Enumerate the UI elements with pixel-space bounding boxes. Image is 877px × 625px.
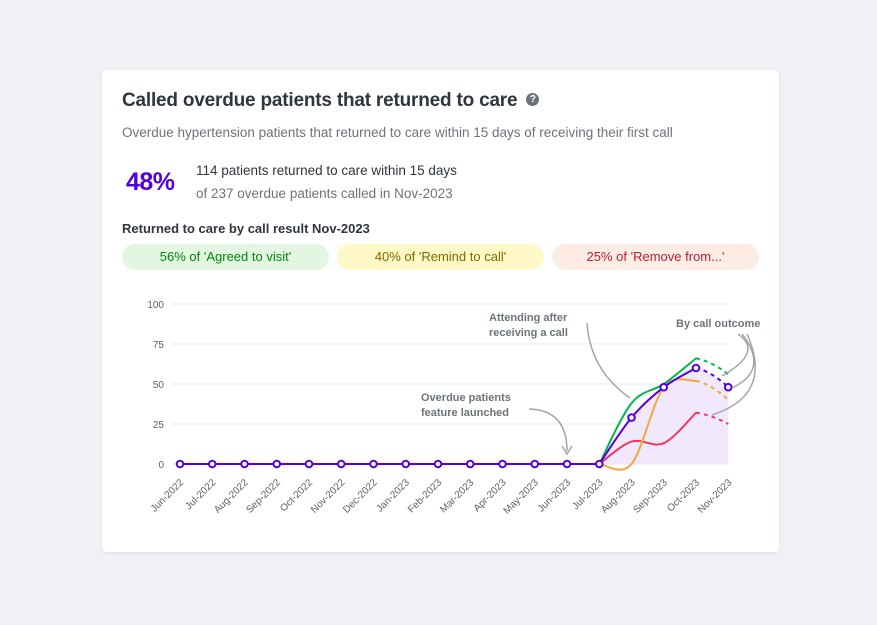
annotation-by-call-outcome: By call outcome — [676, 318, 760, 330]
annotation-pointer — [586, 322, 631, 399]
x-tick-label: Jun-2022 — [149, 477, 187, 515]
agreed-projection — [695, 357, 729, 376]
total-point — [627, 413, 636, 422]
total-point — [691, 363, 701, 373]
x-tick-label: Dec-2022 — [341, 477, 380, 516]
x-tick-label: Sep-2022 — [244, 477, 283, 516]
y-tick-label: 50 — [153, 380, 165, 391]
breakdown-title: Returned to care by call result Nov-2023 — [122, 221, 370, 236]
x-tick-label: Feb-2023 — [406, 477, 444, 515]
total-point — [723, 382, 733, 392]
annotation-attending-after-call: Attending after — [489, 312, 568, 324]
total-point — [272, 459, 282, 469]
y-tick-label: 25 — [153, 420, 165, 431]
annotation-feature-launched: feature launched — [421, 407, 509, 419]
percent-value: 48% — [126, 168, 175, 196]
total-point — [175, 459, 185, 469]
numerator-text: 114 patients returned to care within 15 … — [196, 163, 457, 178]
total-point — [336, 459, 346, 469]
agreed-line — [598, 357, 697, 465]
denominator-text: of 237 overdue patients called in Nov-20… — [196, 186, 453, 201]
total-point — [562, 459, 572, 469]
x-tick-label: May-2023 — [502, 477, 542, 517]
remove-projection — [695, 411, 729, 425]
remind-projection — [695, 379, 729, 401]
y-tick-label: 100 — [147, 300, 164, 311]
total-point — [659, 382, 669, 392]
total-point — [498, 459, 507, 469]
total-point — [369, 459, 378, 469]
remind-to-call-pill: 40% of 'Remind to call' — [337, 244, 544, 270]
total-point — [594, 459, 604, 469]
agreed-to-visit-pill: 56% of 'Agreed to visit' — [122, 244, 329, 270]
y-tick-label: 75 — [153, 340, 165, 351]
remind-line — [598, 378, 697, 471]
x-tick-label: Mar-2023 — [438, 477, 476, 515]
title-row: Called overdue patients that returned to… — [122, 90, 540, 112]
total-area — [599, 368, 729, 464]
annotation-arrow — [528, 408, 568, 452]
total-point — [530, 459, 540, 469]
total-point — [433, 459, 443, 469]
x-tick-label: Jun-2023 — [536, 477, 574, 515]
x-tick-label: Nov-2023 — [696, 477, 735, 516]
total-point — [401, 459, 411, 469]
help-icon[interactable]: ? — [526, 92, 540, 106]
trend-chart: 0255075100Jun-2022Jul-2022Aug-2022Sep-20… — [147, 300, 760, 517]
card-title: Called overdue patients that returned to… — [122, 90, 518, 111]
annotation-feature-launched: Overdue patients — [421, 392, 511, 404]
remove-line — [598, 411, 697, 465]
total-line — [598, 367, 697, 465]
x-tick-label: Sep-2023 — [631, 477, 670, 516]
annotation-arrowhead — [561, 445, 573, 456]
total-point — [207, 459, 217, 469]
total-point — [465, 459, 475, 469]
y-tick-label: 0 — [158, 460, 164, 471]
overdue-returned-card: Called overdue patients that returned to… — [102, 70, 779, 552]
total-point — [304, 459, 314, 469]
annotation-pointer — [711, 333, 756, 416]
annotation-pointer — [731, 333, 755, 389]
card-subtitle: Overdue hypertension patients that retur… — [122, 125, 673, 140]
remove-from-list-pill: 25% of 'Remove from...' — [552, 244, 759, 270]
total-point — [240, 459, 249, 469]
annotation-attending-after-call: receiving a call — [489, 327, 568, 339]
annotation-pointer — [721, 333, 749, 377]
